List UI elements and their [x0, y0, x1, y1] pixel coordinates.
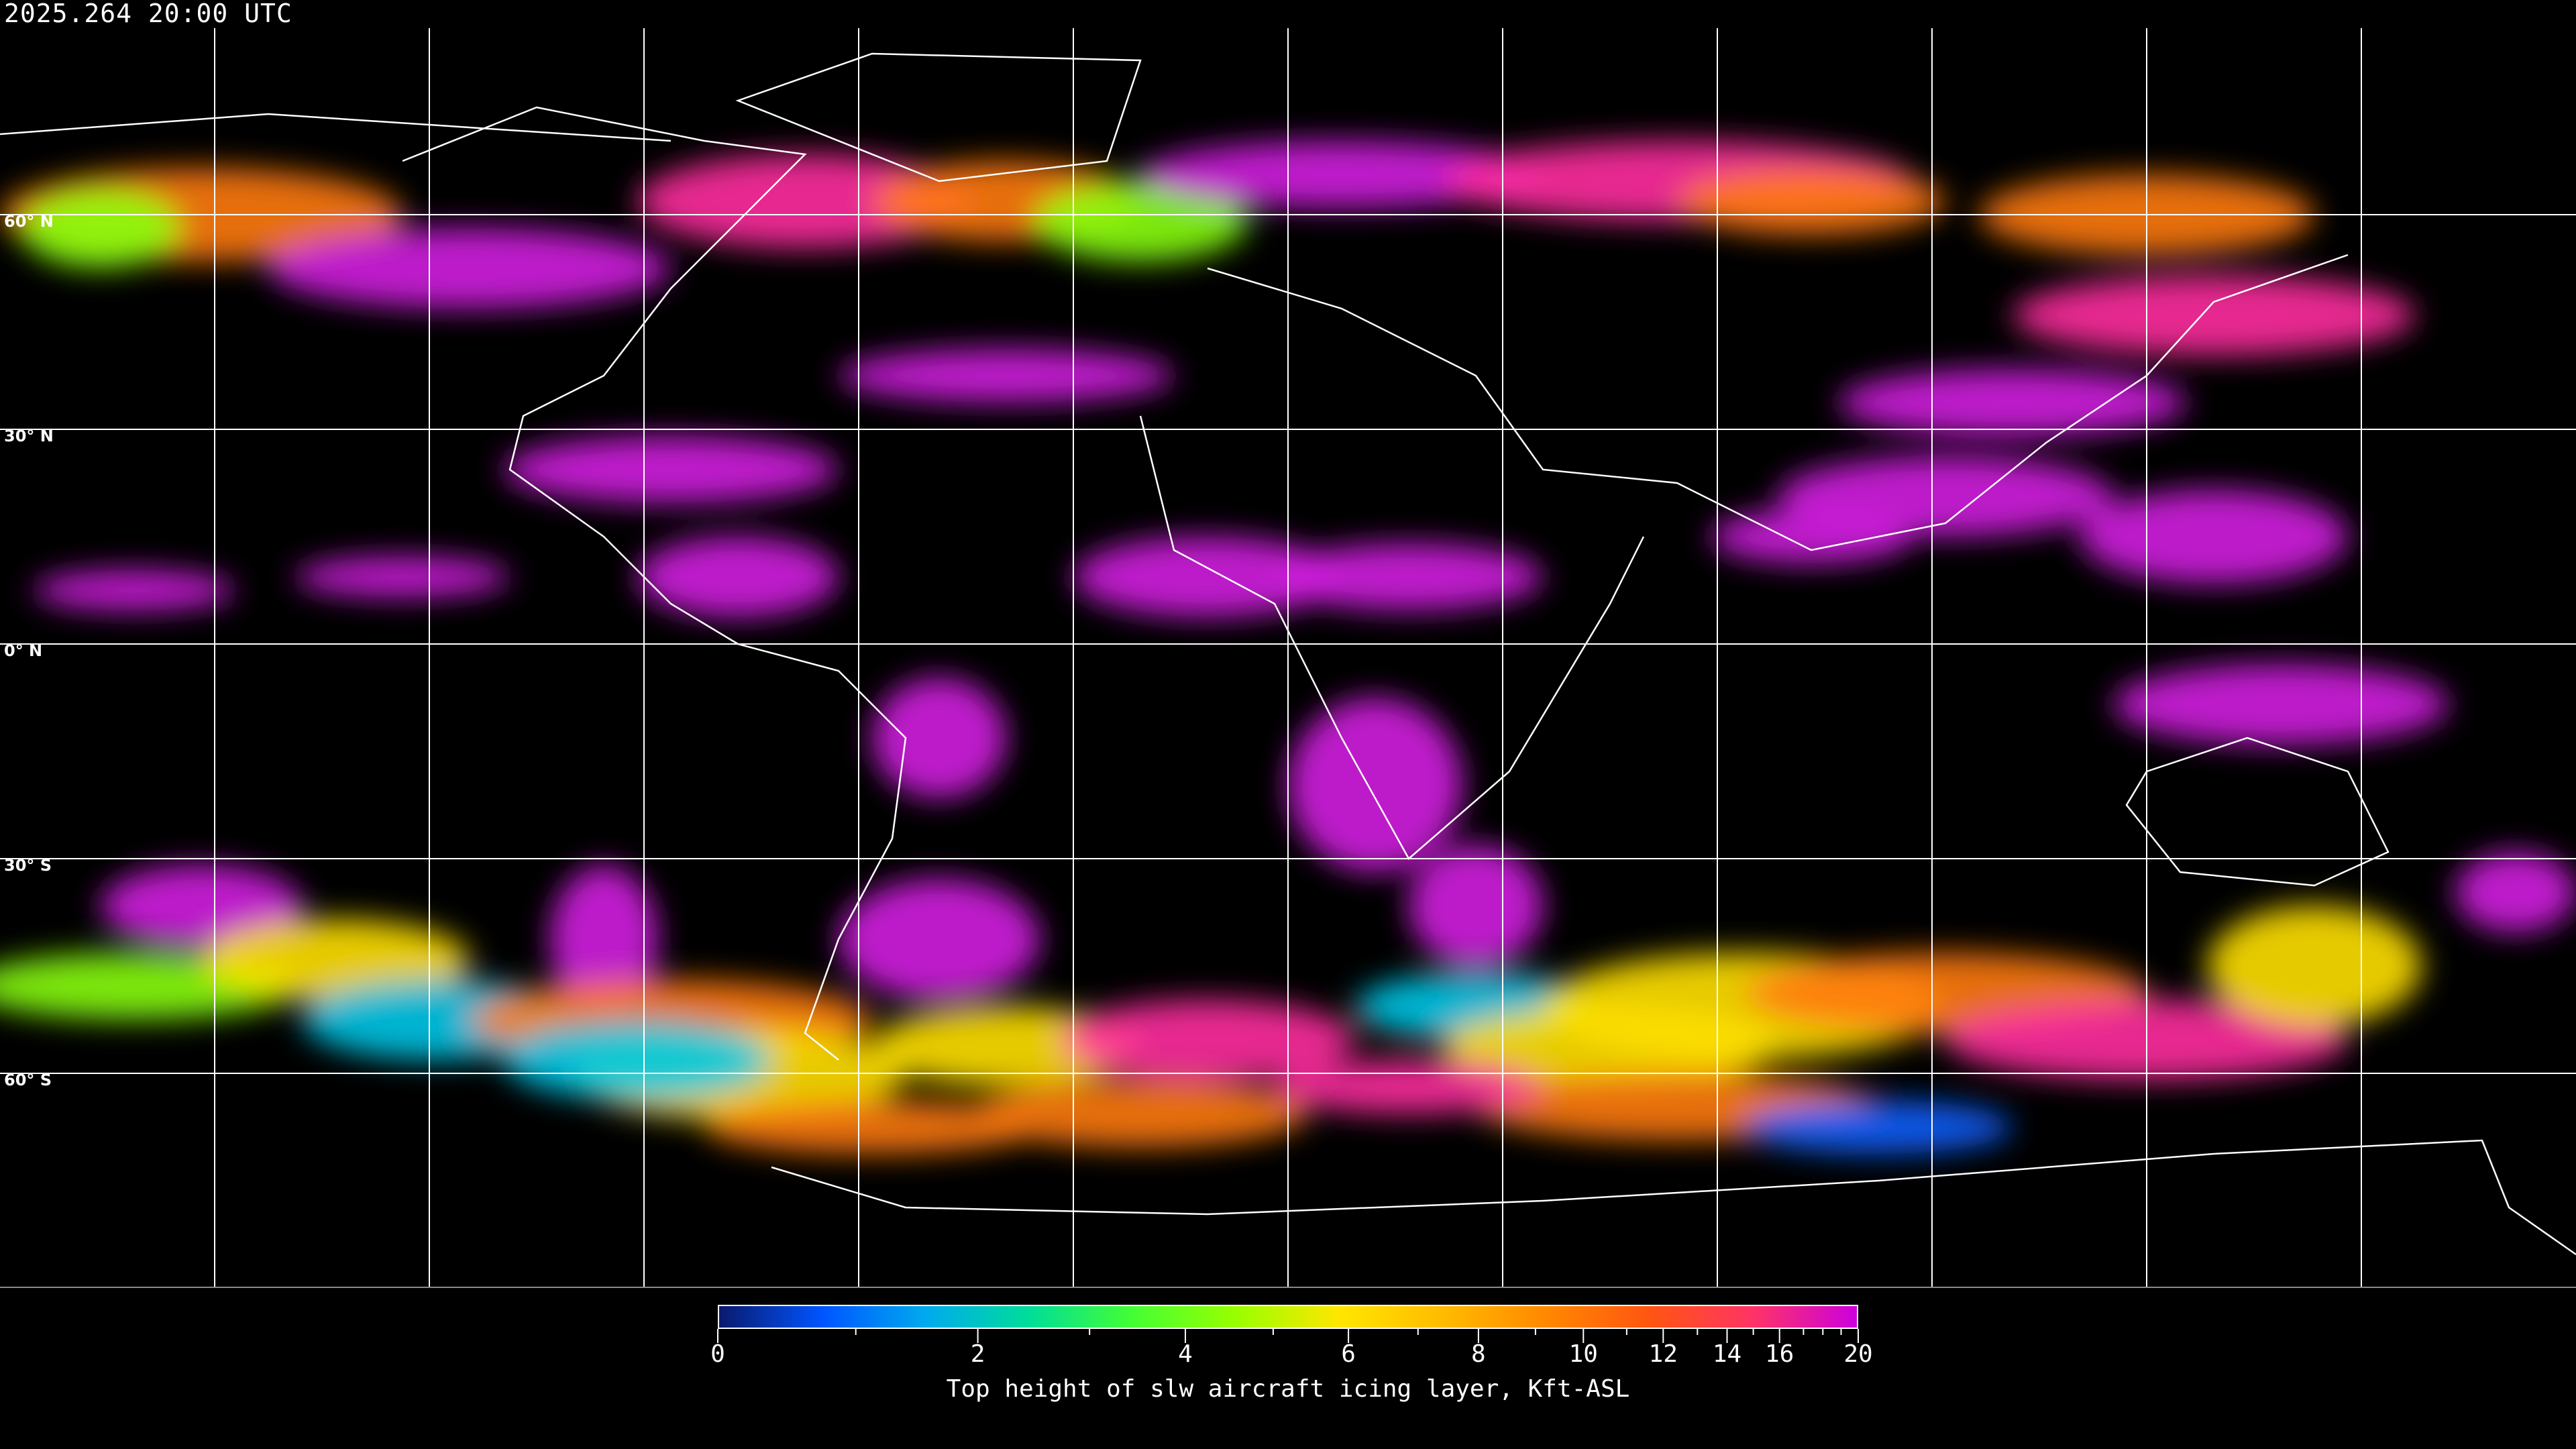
colorbar-tick-label: 6 — [1341, 1340, 1356, 1368]
lat-label-60n: 60° N — [4, 212, 54, 231]
cloud-region — [1677, 168, 1945, 235]
icing-map — [0, 28, 2576, 1288]
cloud-region — [101, 865, 302, 946]
cloud-region — [1073, 537, 1342, 617]
lat-label-60s: 60° S — [4, 1071, 52, 1089]
cloud-region — [1060, 1000, 1355, 1080]
cloud-region — [295, 557, 510, 597]
coastline — [1139, 415, 1645, 860]
cloud-region — [637, 537, 839, 617]
cloud-region — [704, 1100, 1040, 1154]
cloud-region — [1838, 369, 2187, 436]
lat-label-0n: 0° N — [4, 641, 43, 660]
colorbar-tick-label: 2 — [970, 1340, 985, 1368]
lat-label-30s: 30° S — [4, 856, 52, 875]
cloud-region — [973, 1080, 1308, 1147]
cloud-region — [20, 188, 181, 268]
colorbar-tick-label: 16 — [1765, 1340, 1794, 1368]
cloud-region — [2080, 490, 2348, 584]
cloud-region — [1033, 181, 1248, 262]
coastline — [0, 113, 672, 142]
cloud-region — [2207, 906, 2422, 1026]
cloud-region — [201, 919, 470, 1000]
cloud-region — [1711, 510, 1912, 564]
lat-label-30n: 30° N — [4, 427, 54, 445]
cloud-region — [1409, 845, 1543, 966]
cloud-region — [503, 1020, 771, 1100]
cloud-region — [34, 570, 235, 610]
cloud-region — [637, 154, 973, 248]
cloud-region — [839, 349, 1174, 402]
cloud-region — [503, 436, 839, 503]
colorbar-tick-label: 12 — [1648, 1340, 1678, 1368]
coastline — [771, 1139, 2576, 1256]
cloud-region — [1275, 543, 1543, 610]
colorbar-label: Top height of slw aircraft icing layer, … — [946, 1375, 1630, 1403]
coastline — [402, 106, 807, 645]
coastline — [2125, 737, 2390, 887]
cloud-region — [2455, 852, 2576, 932]
cloud-region — [550, 865, 657, 1013]
colorbar-tick-label: 0 — [710, 1340, 725, 1368]
cloud-region — [2012, 275, 2415, 356]
timestamp: 2025.264 20:00 UTC — [4, 0, 292, 28]
coastline — [1207, 254, 2349, 551]
colorbar-tick-label: 14 — [1712, 1340, 1742, 1368]
colorbar-tick-label: 20 — [1843, 1340, 1873, 1368]
cloud-region — [268, 228, 671, 309]
cloud-region — [1288, 698, 1462, 872]
colorbar-tick-label: 4 — [1178, 1340, 1193, 1368]
coastline — [735, 52, 1142, 182]
colorbar-tick-label: 8 — [1471, 1340, 1486, 1368]
coastline — [737, 643, 907, 1061]
colorbar-tick-label: 10 — [1568, 1340, 1598, 1368]
colorbar — [718, 1305, 1858, 1329]
cloud-region — [2113, 664, 2449, 745]
cloud-region — [1140, 141, 1543, 208]
cloud-region — [839, 879, 1040, 1000]
cloud-region — [872, 678, 1006, 798]
cloud-region — [1744, 1100, 2012, 1154]
